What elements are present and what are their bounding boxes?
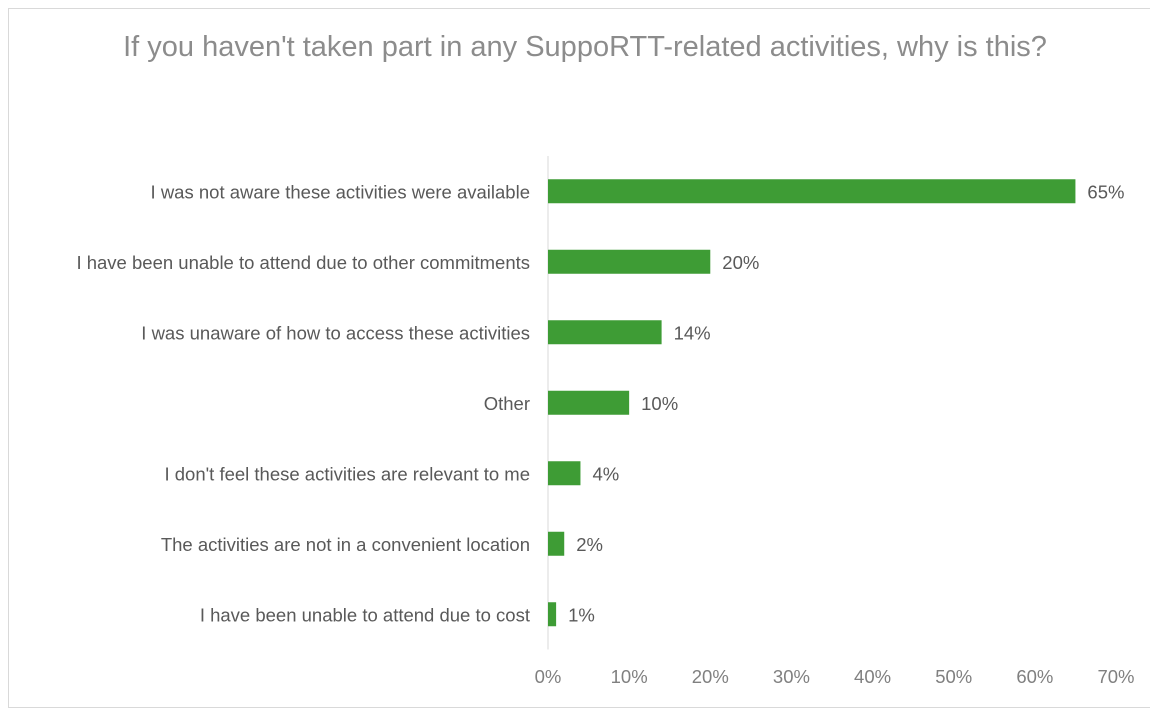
data-label: 1%: [568, 604, 595, 625]
data-labels-group: 65% 20% 14% 10% 4% 2% 1%: [568, 181, 1124, 625]
data-label: 14%: [674, 322, 711, 343]
bars-group: [548, 179, 1076, 627]
category-label: I was unaware of how to access these act…: [141, 322, 530, 343]
data-label: 2%: [576, 534, 603, 555]
x-tick-label: 50%: [935, 666, 972, 687]
category-label: I have been unable to attend due to cost: [200, 604, 530, 625]
x-tick-label: 40%: [854, 666, 891, 687]
data-label: 4%: [592, 463, 619, 484]
chart-title: If you haven't taken part in any SuppoRT…: [123, 31, 1047, 63]
x-tick-label: 0%: [535, 666, 562, 687]
x-tick-label: 70%: [1097, 666, 1134, 687]
bar: [548, 320, 662, 345]
data-label: 65%: [1087, 181, 1124, 202]
bar: [548, 249, 711, 274]
bar: [548, 390, 630, 415]
category-label: Other: [484, 393, 530, 414]
bar-chart: I was not aware these activities were av…: [76, 156, 1135, 687]
category-label: I was not aware these activities were av…: [151, 181, 530, 202]
x-tick-labels-group: 0% 10% 20% 30% 40% 50% 60% 70%: [535, 666, 1135, 687]
bar: [548, 179, 1076, 204]
category-labels-group: I was not aware these activities were av…: [76, 181, 530, 625]
category-label: The activities are not in a convenient l…: [161, 534, 530, 555]
data-label: 10%: [641, 393, 678, 414]
x-tick-label: 60%: [1016, 666, 1053, 687]
category-label: I have been unable to attend due to othe…: [76, 252, 530, 273]
x-tick-label: 10%: [611, 666, 648, 687]
x-tick-label: 20%: [692, 666, 729, 687]
bar: [548, 602, 557, 627]
bar: [548, 461, 581, 486]
x-tick-label: 30%: [773, 666, 810, 687]
bar: [548, 531, 565, 556]
data-label: 20%: [722, 252, 759, 273]
category-label: I don't feel these activities are releva…: [164, 463, 530, 484]
